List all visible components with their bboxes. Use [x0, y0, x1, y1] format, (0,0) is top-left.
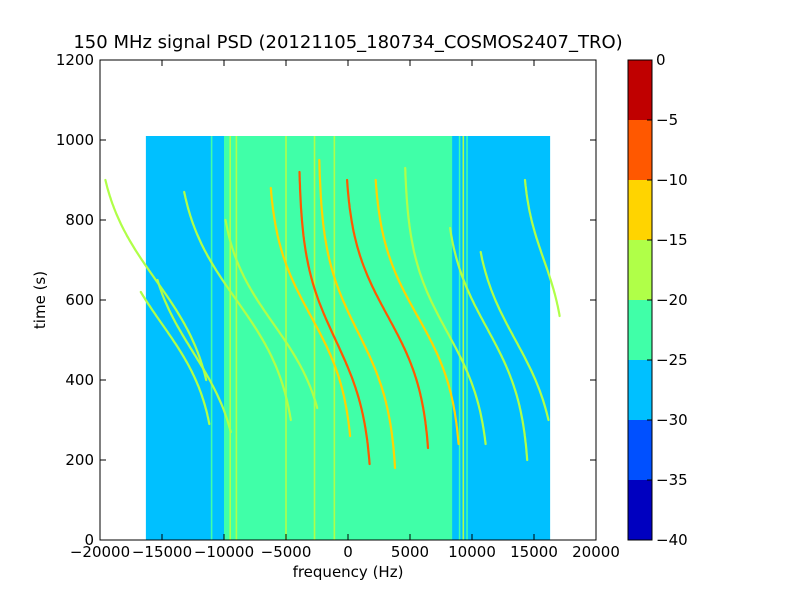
doppler-trace	[374, 178, 460, 446]
doppler-trace	[523, 178, 561, 318]
colorbar-tick-label: 0	[656, 51, 666, 69]
colorbar-tick-label: −25	[656, 351, 688, 369]
colorbar-segment	[628, 300, 652, 360]
doppler-trace	[298, 170, 371, 466]
doppler-trace	[479, 250, 550, 422]
x-tick-label: −20000	[70, 543, 130, 561]
y-tick-label: 200	[65, 451, 94, 469]
x-tick-label: −10000	[194, 543, 254, 561]
doppler-trace	[449, 226, 529, 462]
heatmap	[104, 136, 561, 540]
y-tick-label: 1000	[56, 131, 94, 149]
doppler-trace	[139, 290, 211, 426]
doppler-trace	[183, 190, 292, 422]
doppler-trace	[269, 186, 352, 438]
y-tick-label: 800	[65, 211, 94, 229]
y-tick-label: 1200	[56, 51, 94, 69]
y-tick-label: 0	[84, 531, 94, 549]
colorbar	[628, 60, 652, 540]
colorbar-segment	[628, 240, 652, 300]
doppler-trace	[346, 178, 430, 450]
doppler-trace	[404, 166, 487, 446]
colorbar-segment	[628, 120, 652, 180]
x-tick-label: −15000	[132, 543, 192, 561]
doppler-trace	[104, 178, 208, 382]
colorbar-axis: −40 −35 −30 −25 −20 −15 −10 −5 0	[647, 51, 688, 549]
colorbar-tick-label: −15	[656, 231, 688, 249]
doppler-trace	[156, 278, 232, 434]
x-tick-label: −5000	[261, 543, 312, 561]
chart-title: 150 MHz signal PSD (20121105_180734_COSM…	[73, 32, 622, 53]
x-tick-label: 0	[343, 543, 353, 561]
y-tick-label: 400	[65, 371, 94, 389]
colorbar-segment	[628, 420, 652, 480]
colorbar-segment	[628, 480, 652, 540]
doppler-trace	[318, 158, 397, 470]
colorbar-tick-label: −35	[656, 471, 688, 489]
colorbar-tick-label: −40	[656, 531, 688, 549]
colorbar-segment	[628, 180, 652, 240]
x-axis-label: frequency (Hz)	[293, 563, 404, 581]
colorbar-tick-label: −30	[656, 411, 688, 429]
colorbar-segment	[628, 60, 652, 120]
x-axis: −20000 −15000 −10000 −5000 0 5000 10000 15000 20…	[70, 60, 620, 561]
colorbar-segment	[628, 360, 652, 420]
doppler-trace	[224, 218, 319, 410]
y-tick-label: 600	[65, 291, 94, 309]
colorbar-tick-label: −10	[656, 171, 688, 189]
x-tick-label: 20000	[572, 543, 620, 561]
colorbar-tick-label: −20	[656, 291, 688, 309]
x-tick-label: 15000	[510, 543, 558, 561]
x-tick-label: 5000	[391, 543, 429, 561]
x-tick-label: 10000	[448, 543, 496, 561]
y-axis: 0 200 400 600 800 1000 1200	[56, 51, 596, 549]
heatmap-band	[224, 136, 453, 540]
colorbar-tick-label: −5	[656, 111, 678, 129]
y-axis-label: time (s)	[31, 271, 49, 329]
